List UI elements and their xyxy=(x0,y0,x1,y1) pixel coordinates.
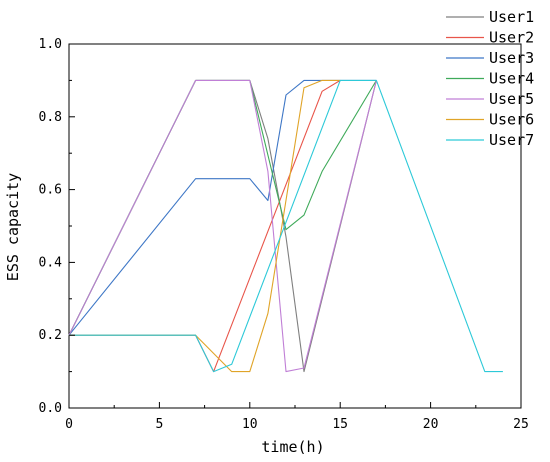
y-tick-label: 0.4 xyxy=(39,255,63,270)
legend-label-user2: User2 xyxy=(489,29,534,47)
series-line-user5 xyxy=(68,79,377,373)
x-tick-label: 0 xyxy=(65,417,73,432)
y-axis-label: ESS capacity xyxy=(4,173,22,281)
legend-label-user4: User4 xyxy=(489,70,534,88)
x-tick-label: 10 xyxy=(242,417,258,432)
series-line-user4 xyxy=(68,79,377,336)
legend-label-user1: User1 xyxy=(489,8,534,26)
x-tick-label: 5 xyxy=(155,417,163,432)
x-axis-ticks: 0 5 10 15 20 25 xyxy=(65,402,529,432)
y-axis-ticks: 0.0 0.2 0.4 0.6 0.8 1.0 xyxy=(39,37,75,416)
series-line-user7 xyxy=(69,79,503,373)
legend-label-user7: User7 xyxy=(489,131,534,149)
y-tick-label: 1.0 xyxy=(39,37,62,52)
legend-label-user6: User6 xyxy=(489,111,534,129)
series-line-user1 xyxy=(68,79,377,373)
y-tick-label: 0.6 xyxy=(39,183,62,198)
x-tick-label: 15 xyxy=(332,417,348,432)
series-layer xyxy=(68,79,503,373)
legend-label-user5: User5 xyxy=(489,90,534,108)
x-tick-label: 20 xyxy=(423,417,439,432)
series-line-user3 xyxy=(68,79,377,336)
y-tick-label: 0.2 xyxy=(39,328,62,343)
x-tick-label: 25 xyxy=(513,417,529,432)
y-tick-label: 0.0 xyxy=(39,401,62,416)
legend: User1 User2 User3 User4 User5 User6 User7 xyxy=(446,8,534,149)
legend-label-user3: User3 xyxy=(489,49,534,67)
y-tick-label: 0.8 xyxy=(39,110,62,125)
series-line-user2 xyxy=(69,79,341,373)
x-axis-label: time(h) xyxy=(261,438,324,456)
series-line-user6 xyxy=(69,79,341,373)
